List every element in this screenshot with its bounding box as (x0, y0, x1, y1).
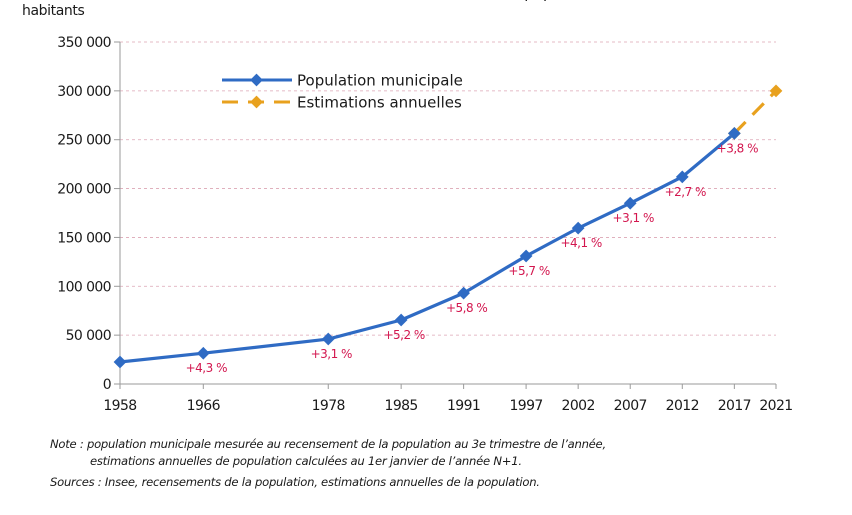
growth-rate-label: +2,7 % (665, 185, 706, 199)
y-tick-label: 50 000 (66, 328, 111, 344)
series-line-estimations-annuelles (733, 89, 778, 135)
y-tick-label: 100 000 (57, 279, 111, 295)
sources-line: Sources : Insee, recensements de la popu… (50, 475, 540, 489)
growth-rate-label: +4,1 % (560, 236, 601, 250)
x-tick-label: 2017 (718, 398, 751, 414)
growth-rate-label: +5,7 % (508, 264, 549, 278)
data-point-marker (196, 346, 210, 360)
y-tick-label: 0 (103, 377, 111, 393)
note-line-2: estimations annuelles de population calc… (90, 454, 522, 468)
growth-rate-label: +3,8 % (717, 141, 758, 155)
data-point-marker (113, 355, 127, 369)
y-tick-label: 250 000 (57, 133, 111, 149)
legend-item-population-municipale: Population municipale (222, 72, 463, 90)
legend-label: Estimations annuelles (297, 94, 462, 112)
y-tick-label: 350 000 (57, 35, 111, 51)
legend-marker-diamond (250, 95, 263, 109)
growth-annotations: +4,3 % +3,1 % +5,2 % +5,8 % +5,7 % +4,1 % +3,1… (186, 141, 759, 375)
x-axis: 1958 1966 1978 1985 1991 1997 2002 2007 2012 2017… (103, 383, 793, 414)
x-tick-label: 2012 (666, 398, 699, 414)
legend-item-estimations-annuelles: Estimations annuelles (222, 94, 462, 112)
legend-marker-diamond (250, 73, 263, 87)
series-group (113, 84, 783, 369)
data-point-marker (457, 286, 470, 300)
y-axis-label: habitants (22, 3, 84, 19)
population-line-chart: … et estimations annuelles de population… (22, 0, 793, 414)
data-point-marker (394, 313, 408, 327)
data-point-marker (321, 332, 335, 346)
growth-rate-label: +5,8 % (446, 301, 487, 315)
series-line-population-municipale (119, 132, 736, 364)
data-point-marker (623, 196, 637, 210)
legend: Population municipale Estimations annuel… (222, 72, 463, 112)
growth-rate-label: +4,3 % (186, 361, 227, 375)
x-tick-label: 1991 (447, 398, 480, 414)
legend-label: Population municipale (297, 72, 463, 90)
x-tick-label: 1978 (312, 398, 345, 414)
x-tick-label: 1966 (187, 398, 221, 414)
x-tick-label: 1985 (385, 398, 418, 414)
x-tick-label: 2021 (759, 398, 792, 414)
data-point-marker (571, 221, 585, 235)
growth-rate-label: +3,1 % (613, 211, 654, 225)
growth-rate-label: +5,2 % (383, 328, 424, 342)
growth-rate-label: +3,1 % (311, 347, 352, 361)
y-tick-label: 150 000 (57, 230, 111, 246)
x-tick-label: 2002 (562, 398, 595, 414)
chart-title: … et estimations annuelles de population (292, 0, 604, 2)
y-tick-label: 200 000 (57, 182, 111, 198)
y-tick-label: 300 000 (57, 84, 111, 100)
x-tick-label: 1997 (509, 398, 542, 414)
note-line-1: Note : population municipale mesurée au … (50, 437, 606, 451)
chart-notes: Note : population municipale mesurée au … (50, 436, 606, 491)
y-axis: 0 50 000 100 000 150 000 200 000 250 000 300 0… (57, 35, 121, 393)
x-tick-label: 2007 (614, 398, 647, 414)
x-tick-label: 1958 (103, 398, 136, 414)
gridlines (120, 41, 776, 336)
